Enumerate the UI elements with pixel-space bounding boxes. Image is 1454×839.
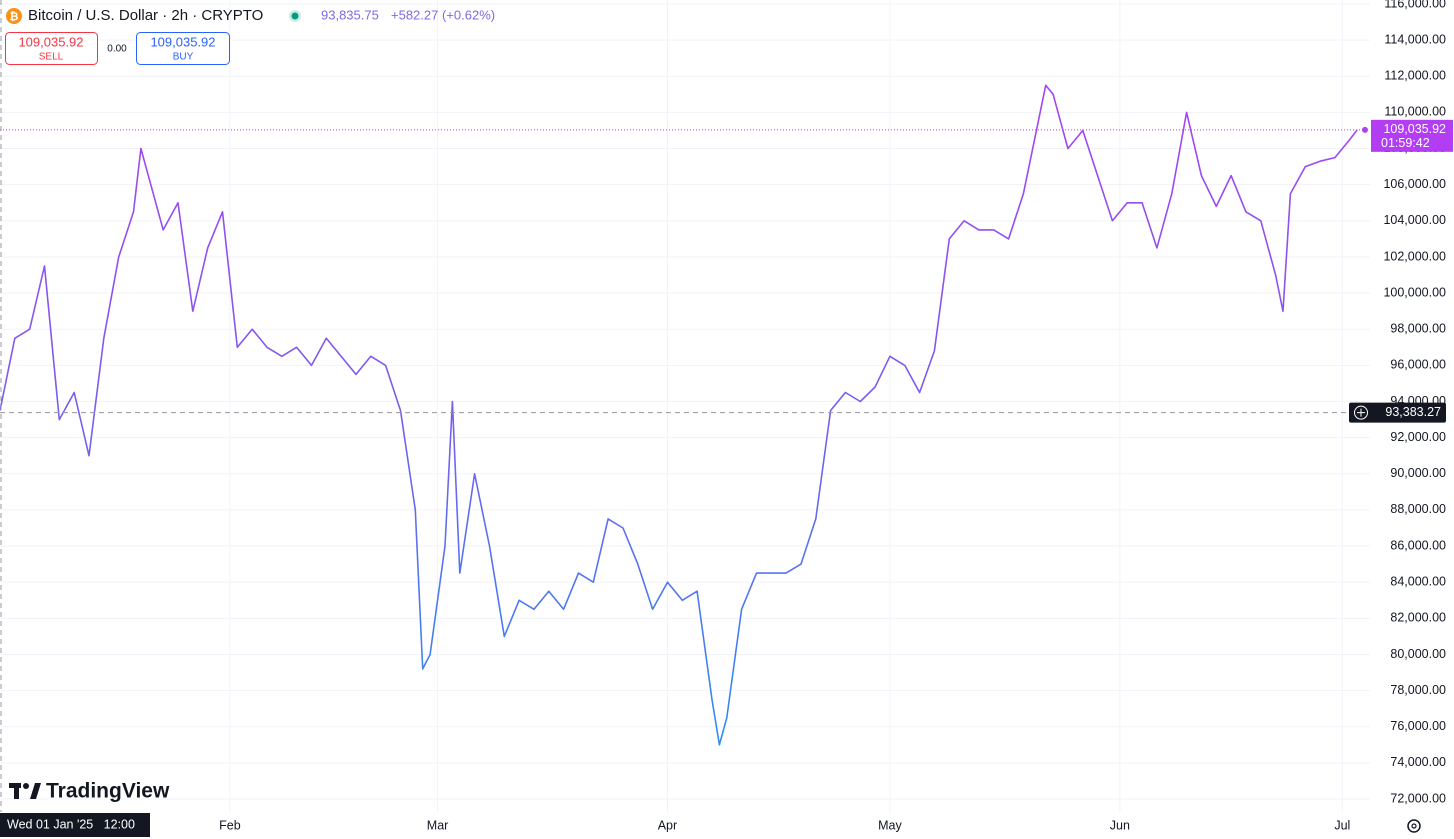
y-tick-label: 102,000.00 [1383,249,1446,263]
buy-label[interactable]: BUY [173,52,194,63]
sell-label[interactable]: SELL [39,52,64,63]
y-tick-label: 104,000.00 [1383,213,1446,227]
time-label: Wed 01 Jan '25 12:00 [7,817,135,831]
y-tick-label: 92,000.00 [1390,430,1446,444]
buy-button[interactable] [136,32,230,65]
sell-price[interactable]: 109,035.92 [18,34,83,49]
crosshair-label: 93,383.27 [1385,405,1441,419]
buy-price[interactable]: 109,035.92 [150,34,215,49]
y-tick-label: 98,000.00 [1390,322,1446,336]
logo-text: TradingView [46,780,170,803]
plot [0,84,1370,746]
y-tick-label: 82,000.00 [1390,611,1446,625]
coin-icon [6,8,22,24]
y-tick-label: 112,000.00 [1384,69,1446,83]
header-price: 93,835.75 [321,7,379,22]
y-tick-label: 114,000.00 [1384,32,1446,46]
status-dot [291,12,299,20]
y-tick-label: 110,000.00 [1384,105,1446,119]
x-tick-label: Mar [427,818,449,832]
coin-glyph: ₿ [10,11,19,23]
crosshair-badge [1349,402,1446,423]
spread: 0.00 [107,44,127,55]
logo-mark [9,783,41,799]
last-price-badge [1371,119,1453,152]
settings-icon-core [1411,823,1417,829]
countdown-label: 01:59:42 [1381,136,1430,150]
x-tick-label: Jun [1110,818,1130,832]
y-tick-label: 76,000.00 [1390,719,1446,733]
y-tick-label: 88,000.00 [1390,502,1446,516]
y-tick-label: 106,000.00 [1383,177,1446,191]
y-tick-label: 90,000.00 [1390,466,1446,480]
y-tick-label: 96,000.00 [1390,358,1446,372]
x-tick-label: Jul [1334,818,1350,832]
settings-icon[interactable] [1407,819,1421,833]
y-tick-label: 80,000.00 [1390,647,1446,661]
crosshair-plus-glyph [1357,408,1365,417]
crosshair-plus [1354,405,1368,420]
y-tick-label: 78,000.00 [1390,683,1446,697]
x-tick-label: Apr [658,818,677,832]
y-tick-label: 72,000.00 [1390,791,1446,805]
y-tick-label: 74,000.00 [1390,755,1446,769]
y-tick-label: 84,000.00 [1390,574,1446,588]
symbol-title: Bitcoin / U.S. Dollar · 2h · CRYPTO [28,7,263,24]
sell-button[interactable] [5,32,98,65]
header-change: +582.27 (+0.62%) [391,7,495,22]
grid [0,0,1370,812]
x-tick-label: Feb [219,818,241,832]
price-line [0,84,1358,746]
y-tick-label: 116,000.00 [1384,0,1446,10]
last-price-label: 109,035.92 [1383,122,1446,136]
x-tick-label: May [878,818,902,832]
time-badge [0,813,150,837]
y-tick-label: 100,000.00 [1383,285,1446,299]
last-price-dot [1361,125,1369,134]
y-tick-label: 86,000.00 [1390,538,1446,552]
